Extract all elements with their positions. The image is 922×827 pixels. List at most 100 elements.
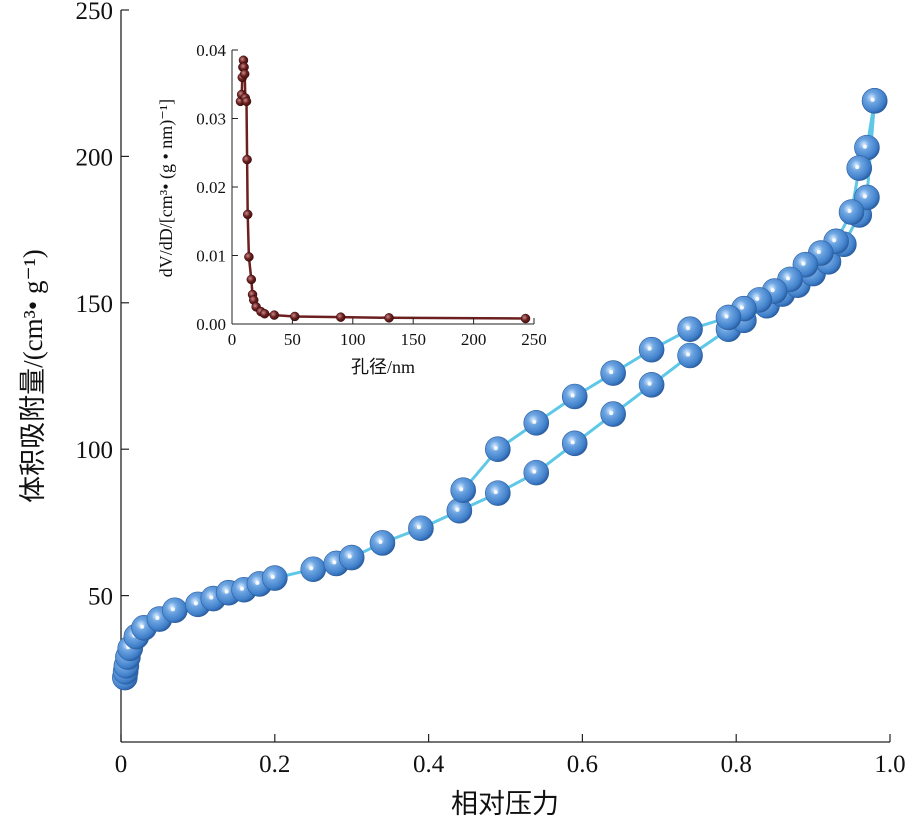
point-highlight — [770, 288, 775, 293]
point-highlight — [862, 144, 867, 149]
point-highlight — [459, 487, 464, 492]
main-x-axis-title: 相对压力 — [451, 789, 559, 819]
desorption-point — [838, 199, 865, 225]
adsorption-point — [408, 515, 434, 542]
pore-size-point — [239, 69, 250, 79]
point-highlight — [532, 419, 537, 424]
point-highlight — [801, 261, 806, 266]
pore-size-point — [520, 313, 531, 324]
point-highlight — [532, 469, 537, 474]
desorption-point — [450, 477, 477, 503]
adsorption-point — [677, 342, 703, 369]
point-highlight — [378, 539, 383, 544]
inset-y-axis-title: dV/dD/[cm³• (g • nm)⁻¹] — [156, 99, 177, 277]
main-series-group — [112, 87, 888, 691]
point-highlight — [170, 607, 175, 612]
inset-x-tick-label: 100 — [340, 330, 366, 349]
desorption-point — [846, 155, 873, 181]
desorption-point — [861, 87, 888, 114]
pore-size-line — [239, 60, 526, 320]
inset-y-tick-label: 0.04 — [196, 41, 226, 60]
point-highlight — [270, 575, 275, 580]
main-axes — [120, 10, 890, 743]
pore-size-point — [290, 311, 300, 322]
inset-y-tick-label: 0.03 — [196, 110, 226, 129]
inset-x-tick-label: 200 — [461, 330, 487, 349]
point-highlight — [847, 209, 852, 214]
adsorption-point — [485, 480, 511, 506]
point-highlight — [832, 238, 837, 243]
point-highlight — [686, 352, 691, 357]
pore-size-point — [244, 252, 254, 262]
point-highlight — [647, 381, 652, 386]
inset-y-tick-label: 0.01 — [196, 247, 226, 266]
desorption-point — [600, 360, 626, 386]
point-highlight — [140, 624, 145, 629]
x-tick-label: 0.2 — [259, 751, 290, 778]
point-highlight — [724, 314, 729, 319]
inset-axes — [231, 50, 534, 325]
adsorption-point — [369, 530, 396, 556]
inset-x-axis-title: 孔径/nm — [351, 357, 415, 377]
adsorption-point — [338, 544, 365, 571]
adsorption-point — [162, 597, 188, 624]
point-highlight — [224, 589, 229, 594]
y-tick-label: 150 — [76, 291, 114, 318]
y-tick-label: 250 — [76, 0, 114, 25]
point-highlight — [686, 326, 691, 331]
inset-series-group — [235, 55, 531, 324]
point-highlight — [755, 296, 760, 301]
pore-size-point — [269, 310, 280, 320]
inset-x-tick-label: 50 — [284, 330, 301, 349]
pore-size-point — [242, 154, 252, 165]
point-highlight — [570, 393, 575, 398]
inset-y-tick-label: 0.00 — [196, 315, 226, 334]
pore-size-point — [259, 308, 270, 319]
point-highlight — [855, 165, 860, 170]
x-tick-label: 0 — [115, 751, 128, 778]
y-tick-label: 200 — [76, 144, 114, 171]
inset-ticks-group: 0 50 100 150 200 250 0.00 0.01 0.02 0.03 0.04 — [196, 41, 547, 349]
point-highlight — [609, 411, 614, 416]
desorption-point — [523, 410, 550, 436]
pore-size-point — [384, 313, 394, 323]
point-highlight — [455, 507, 460, 512]
point-highlight — [647, 346, 652, 351]
main-y-axis-title: 体积吸附量/(cm³• g⁻¹) — [18, 249, 48, 503]
point-highlight — [240, 586, 245, 591]
point-highlight — [816, 250, 821, 255]
point-highlight — [870, 97, 875, 102]
desorption-point — [561, 383, 588, 410]
point-highlight — [255, 580, 260, 585]
adsorption-point — [261, 565, 288, 591]
y-tick-label: 50 — [88, 584, 113, 611]
pore-size-point — [246, 274, 257, 285]
x-tick-label: 1.0 — [874, 751, 905, 778]
point-highlight — [309, 566, 314, 571]
pore-size-point — [335, 312, 346, 322]
main-ticks-group: 0 0.2 0.4 0.6 0.8 1.0 50 100 150 200 250 — [76, 0, 906, 778]
inset-x-tick-label: 0 — [228, 330, 237, 349]
point-highlight — [739, 305, 744, 310]
desorption-point — [485, 436, 511, 463]
pore-size-point — [241, 96, 252, 107]
y-tick-label: 100 — [76, 437, 114, 464]
inset-y-tick-label: 0.02 — [196, 178, 226, 197]
desorption-point — [677, 316, 703, 342]
point-highlight — [786, 276, 791, 281]
pore-size-point — [242, 209, 253, 220]
x-tick-label: 0.6 — [567, 751, 598, 778]
adsorption-point — [300, 556, 327, 583]
desorption-point — [715, 304, 742, 331]
adsorption-point — [523, 459, 550, 486]
point-highlight — [193, 601, 198, 606]
point-highlight — [493, 490, 498, 495]
desorption-point — [638, 336, 665, 363]
point-highlight — [862, 194, 867, 199]
x-tick-label: 0.4 — [413, 751, 445, 778]
point-highlight — [209, 595, 214, 600]
adsorption-point — [600, 401, 626, 427]
inset-x-tick-label: 150 — [400, 330, 426, 349]
point-highlight — [416, 525, 421, 530]
